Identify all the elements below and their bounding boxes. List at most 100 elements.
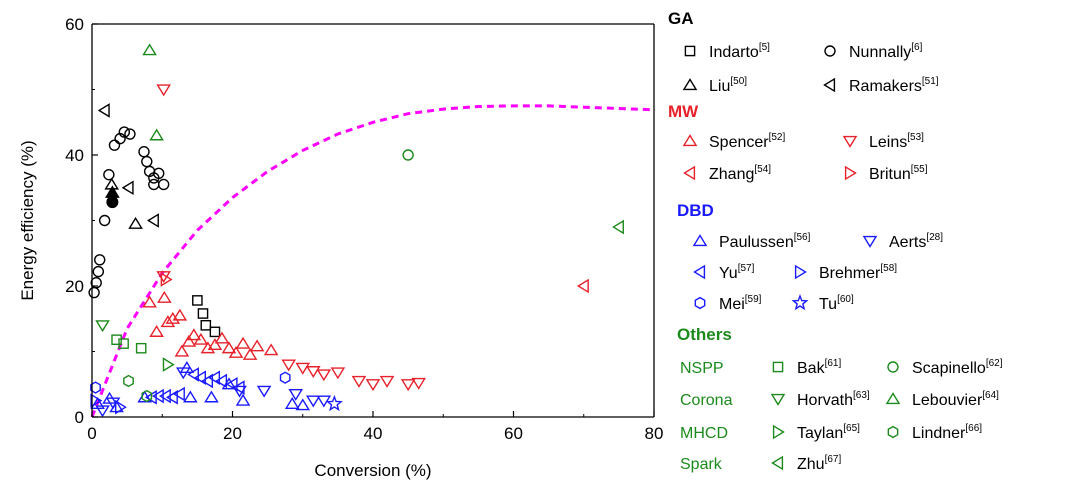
data-point-britun-0 bbox=[160, 272, 173, 287]
legend-marker-scapinello bbox=[887, 361, 899, 373]
data-point-paulussen-5 bbox=[183, 390, 198, 403]
data-point-nunnally-4 bbox=[98, 214, 111, 227]
x-tick-label-2: 40 bbox=[364, 424, 383, 443]
legend-label-ramakers: Ramakers[51] bbox=[849, 76, 939, 95]
data-point-spencer-14 bbox=[228, 345, 244, 358]
data-point-taylan-0 bbox=[162, 357, 175, 372]
data-point-yu-6 bbox=[194, 370, 206, 385]
data-point-liu-1 bbox=[128, 216, 143, 229]
legend-label-aerts: Aerts[28] bbox=[889, 232, 943, 251]
legend-label-lebouvier: Lebouvier[64] bbox=[912, 390, 999, 409]
data-point-yu-8 bbox=[208, 370, 221, 385]
data-point-nunnally-2 bbox=[92, 265, 105, 278]
legend-group-mw: MW bbox=[668, 102, 699, 121]
data-point-mei-1 bbox=[279, 371, 291, 384]
data-point-leins-3 bbox=[295, 362, 311, 375]
data-point-mei-0 bbox=[90, 381, 101, 394]
data-point-lindner-1 bbox=[141, 389, 153, 403]
data-point-spencer-4 bbox=[165, 311, 181, 324]
legend-label-lindner: Lindner[66] bbox=[912, 423, 982, 442]
legend-label-brehmer: Brehmer[58] bbox=[819, 263, 897, 282]
legend-label-horvath: Horvath[63] bbox=[797, 390, 870, 409]
data-point-yu-1 bbox=[151, 388, 164, 404]
legend-marker-liu bbox=[682, 78, 698, 91]
legend-group-others: Others bbox=[677, 325, 732, 344]
data-point-leins-0 bbox=[156, 84, 171, 97]
data-point-yu-7 bbox=[201, 373, 214, 389]
data-point-spencer-1 bbox=[149, 325, 164, 337]
legend-label-taylan: Taylan[65] bbox=[797, 423, 860, 442]
legend-label-yu: Yu[57] bbox=[719, 263, 755, 282]
data-point-leins-6 bbox=[330, 367, 346, 380]
data-point-spencer-7 bbox=[181, 334, 197, 347]
data-point-bak-1 bbox=[118, 338, 129, 349]
legend-label-liu: Liu[50] bbox=[709, 76, 747, 95]
data-point-ga-this-work-calculation--0 bbox=[106, 196, 119, 209]
data-point-spencer-5 bbox=[172, 308, 188, 321]
data-point-leins-11 bbox=[411, 377, 426, 390]
legend-marker-taylan bbox=[772, 424, 785, 440]
data-point-aerts-2 bbox=[176, 367, 191, 380]
data-point-lebouvier-1 bbox=[149, 128, 164, 141]
legend-label-zhu: Zhu[67] bbox=[797, 454, 841, 473]
data-point-aerts-4 bbox=[256, 385, 272, 398]
legend-marker-zhang bbox=[683, 165, 696, 181]
legend-group-dbd: DBD bbox=[677, 201, 714, 220]
data-point-aerts-0 bbox=[95, 405, 110, 418]
legend-label-britun: Britun[55] bbox=[869, 164, 928, 183]
legend-label-bak: Bak[61] bbox=[797, 358, 841, 377]
legend-marker-ramakers bbox=[823, 77, 836, 93]
x-tick-label-4: 80 bbox=[645, 424, 664, 443]
legend-marker-paulussen bbox=[692, 234, 708, 247]
data-point-spencer-11 bbox=[207, 338, 223, 351]
legend-label-paulussen: Paulussen[56] bbox=[719, 232, 811, 251]
legend-marker-spencer bbox=[682, 134, 698, 147]
data-point-tu-0 bbox=[325, 394, 343, 412]
legend-label-tu: Tu[60] bbox=[819, 294, 854, 313]
trend-curve bbox=[90, 104, 655, 418]
data-point-nunnally-6 bbox=[108, 139, 121, 151]
data-point-ramakers-2 bbox=[146, 213, 159, 228]
data-point-scapinello-0 bbox=[402, 149, 414, 161]
data-point-brehmer-0 bbox=[90, 393, 103, 408]
legend-marker-aerts bbox=[862, 235, 878, 248]
data-point-spencer-12 bbox=[214, 331, 230, 344]
data-point-zhang-0 bbox=[576, 278, 589, 294]
legend-marker-britun bbox=[844, 165, 857, 181]
data-point-spencer-2 bbox=[157, 290, 172, 303]
data-point-nunnally-1 bbox=[90, 277, 102, 289]
legend-category-spark: Spark bbox=[680, 456, 723, 473]
y-tick-label-3: 60 bbox=[65, 15, 84, 34]
data-point-paulussen-4 bbox=[179, 361, 195, 373]
data-point-paulussen-8 bbox=[235, 393, 251, 406]
data-point-indarto-3 bbox=[209, 326, 221, 338]
legend-marker-zhu bbox=[771, 455, 784, 471]
data-point-nunnally-15 bbox=[148, 178, 160, 191]
legend-marker-lindner bbox=[887, 425, 899, 439]
legend-label-scapinello: Scapinello[62] bbox=[912, 358, 1003, 377]
data-point-paulussen-6 bbox=[204, 390, 219, 403]
data-point-yu-5 bbox=[187, 367, 199, 382]
legend-marker-mei bbox=[694, 296, 706, 310]
legend-marker-leins bbox=[842, 135, 858, 148]
data-point-yu-10 bbox=[225, 376, 238, 392]
plot-area bbox=[88, 43, 655, 418]
x-tick-label-1: 20 bbox=[223, 424, 242, 443]
legend-marker-bak bbox=[772, 361, 784, 373]
legend-label-zhang: Zhang[54] bbox=[709, 164, 771, 183]
legend-group-ga: GA bbox=[668, 9, 694, 28]
legend-category-nspp: NSPP bbox=[680, 360, 724, 377]
data-point-indarto-2 bbox=[200, 320, 212, 331]
data-point-leins-8 bbox=[365, 379, 381, 392]
data-point-spencer-6 bbox=[174, 344, 190, 357]
data-point-spencer-13 bbox=[221, 341, 237, 354]
data-point-leins-2 bbox=[281, 359, 296, 372]
data-point-nunnally-14 bbox=[153, 167, 165, 180]
data-point-lebouvier-0 bbox=[142, 43, 157, 56]
legend-label-mei: Mei[59] bbox=[719, 294, 762, 313]
data-point-indarto-1 bbox=[197, 308, 209, 319]
data-point-paulussen-10 bbox=[295, 398, 311, 411]
x-tick-label-3: 60 bbox=[504, 424, 523, 443]
y-tick-label-0: 0 bbox=[75, 408, 84, 427]
legend-label-spencer: Spencer[52] bbox=[709, 132, 785, 151]
